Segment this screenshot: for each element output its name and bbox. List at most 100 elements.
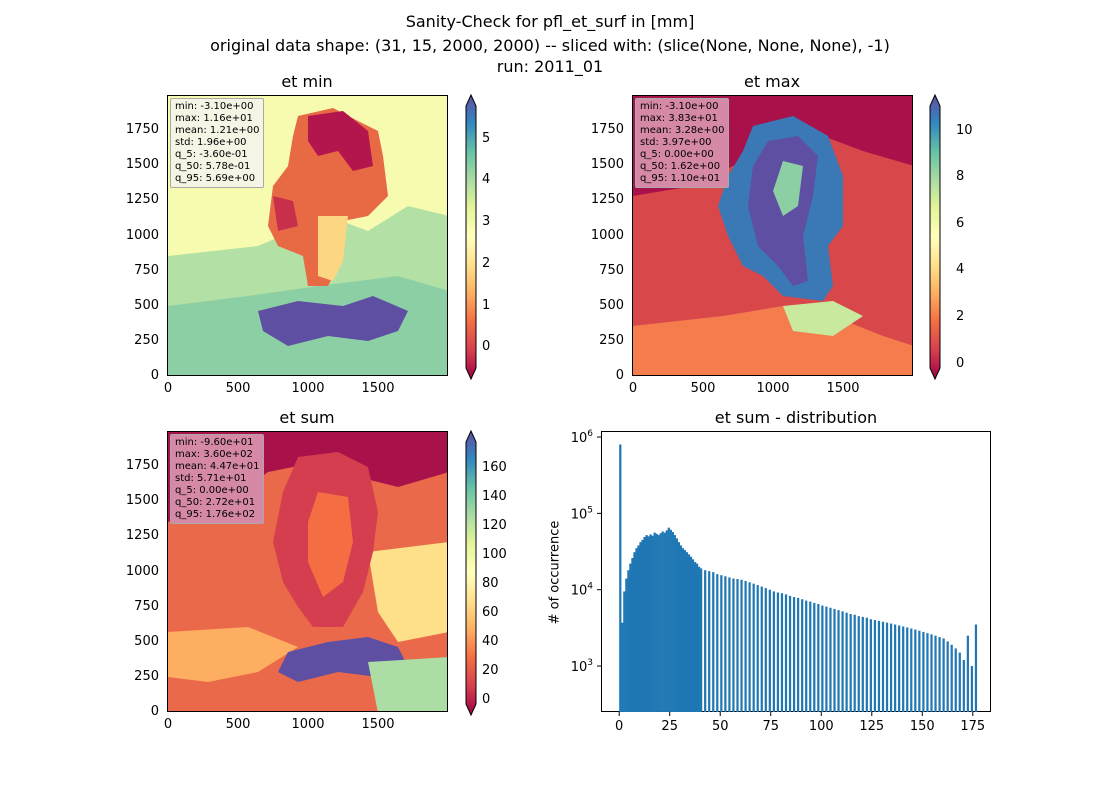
histogram-bar bbox=[930, 634, 933, 712]
histogram-xtick-label: 75 bbox=[762, 719, 779, 734]
histogram-bar bbox=[805, 600, 808, 712]
histogram-xtick-label: 175 bbox=[960, 719, 985, 734]
et-sum-stat-mean: mean: 4.47e+01 bbox=[175, 461, 260, 472]
et-max-ytick: 1000 bbox=[590, 228, 624, 243]
histogram-bar bbox=[914, 629, 917, 712]
histogram-bar bbox=[797, 597, 800, 712]
et-min-stat-q50: q_50: 5.78e-01 bbox=[175, 161, 251, 172]
histogram-bar bbox=[633, 552, 636, 712]
et-min-ytick: 500 bbox=[134, 298, 159, 313]
histogram-ylabel: # of occurrence bbox=[547, 520, 563, 625]
histogram-bar bbox=[669, 529, 672, 712]
et-max-colorbar-tick: 6 bbox=[956, 216, 965, 231]
histogram-bar bbox=[756, 585, 759, 712]
et-max-colorbar-tick: 2 bbox=[956, 309, 965, 324]
et-min-stat-std: std: 1.96e+00 bbox=[175, 137, 247, 148]
histogram-bar bbox=[865, 617, 868, 712]
et-max-stat-std: std: 3.97e+00 bbox=[640, 137, 712, 148]
histogram-bar bbox=[655, 533, 658, 712]
histogram-bar bbox=[861, 616, 864, 712]
histogram-bar bbox=[637, 545, 640, 712]
histogram-bar bbox=[906, 627, 909, 712]
histogram-bar bbox=[926, 633, 929, 712]
et-max-ytick: 1750 bbox=[590, 122, 624, 137]
et-min-ytick: 1750 bbox=[125, 122, 159, 137]
histogram-bar bbox=[776, 592, 780, 712]
histogram-bar bbox=[671, 532, 674, 712]
histogram-bar bbox=[623, 591, 626, 712]
et-sum-stat-q5: q_5: 0.00e+00 bbox=[175, 485, 249, 496]
histogram-bar bbox=[918, 630, 921, 712]
et-max-colorbar bbox=[929, 93, 941, 381]
histogram-bar bbox=[833, 608, 836, 712]
et-sum-colorbar-tick: 140 bbox=[482, 489, 507, 504]
histogram-ytick-label: 105 bbox=[571, 505, 593, 522]
et-sum-colorbar-tick: 40 bbox=[482, 634, 499, 649]
histogram-bar bbox=[934, 635, 937, 712]
histogram-bar bbox=[898, 625, 901, 712]
histogram-bar bbox=[772, 591, 775, 712]
histogram-bar bbox=[825, 606, 828, 712]
et-sum-heatmap-image bbox=[168, 432, 447, 711]
histogram-xtick-label: 100 bbox=[809, 719, 834, 734]
et-sum-stat-q50: q_50: 2.72e+01 bbox=[175, 497, 256, 508]
et-sum-ytick: 500 bbox=[134, 634, 159, 649]
histogram-bar bbox=[673, 535, 676, 712]
et-min-heatmap-image bbox=[168, 96, 447, 375]
et-sum-colorbar bbox=[465, 429, 477, 717]
histogram-bar bbox=[752, 583, 755, 712]
histogram-xtick-label: 50 bbox=[712, 719, 729, 734]
et-max-title: et max bbox=[743, 72, 801, 91]
histogram-bar bbox=[661, 531, 664, 712]
histogram-bar bbox=[629, 563, 632, 712]
et-sum-xtick: 0 bbox=[163, 717, 173, 732]
histogram-bar bbox=[768, 589, 771, 712]
histogram-bar bbox=[813, 602, 816, 712]
et-max-stat-min: min: -3.10e+00 bbox=[640, 101, 719, 112]
et-max-stat-q95: q_95: 1.10e+01 bbox=[640, 173, 721, 184]
histogram-bar bbox=[687, 554, 691, 712]
histogram-bar bbox=[801, 599, 804, 712]
et-max-colorbar-tick: 0 bbox=[956, 356, 965, 371]
et-min-colorbar-tick: 3 bbox=[482, 214, 491, 229]
histogram-bar bbox=[716, 574, 719, 712]
histogram-ytick-label: 104 bbox=[571, 582, 594, 599]
et-min-stats-box: min: -3.10e+00 max: 1.16e+01 mean: 1.21e… bbox=[170, 98, 265, 188]
et-max-colorbar-tick: 8 bbox=[956, 169, 965, 184]
histogram-bar bbox=[902, 626, 905, 712]
histogram-bar bbox=[732, 578, 735, 712]
et-sum-title: et sum bbox=[279, 408, 335, 427]
histogram-bar bbox=[970, 666, 974, 712]
histogram-bar bbox=[950, 644, 953, 712]
et-min-ytick: 1500 bbox=[125, 157, 159, 172]
figure-title-line-1: Sanity-Check for pfl_et_surf in [mm] bbox=[405, 12, 695, 31]
histogram-bar bbox=[712, 572, 715, 712]
histogram-bar bbox=[641, 539, 644, 712]
et-sum-colorbar-tick: 120 bbox=[482, 518, 507, 533]
et-sum-ytick: 750 bbox=[134, 599, 159, 614]
histogram-bar bbox=[885, 622, 889, 712]
histogram-bar bbox=[938, 637, 941, 712]
et-max-xtick: 0 bbox=[628, 381, 638, 396]
et-max-colorbar-tick: 4 bbox=[956, 262, 965, 277]
et-max-xtick: 500 bbox=[690, 381, 716, 396]
et-min-stat-max: max: 1.16e+01 bbox=[175, 113, 253, 124]
histogram-bar bbox=[792, 597, 796, 712]
histogram-axes bbox=[601, 431, 991, 712]
histogram-bar bbox=[645, 535, 648, 712]
histogram-bar bbox=[679, 545, 683, 712]
histogram-bar bbox=[625, 578, 628, 712]
histogram-bar bbox=[695, 563, 699, 712]
et-max-ytick: 500 bbox=[599, 298, 624, 313]
histogram-bar bbox=[841, 611, 844, 712]
histogram-bar bbox=[845, 612, 848, 712]
histogram-bar bbox=[693, 562, 697, 712]
et-sum-xtick: 500 bbox=[225, 717, 251, 732]
histogram-bar bbox=[873, 620, 877, 712]
histogram-bar bbox=[631, 558, 634, 712]
histogram-bar bbox=[857, 616, 860, 712]
histogram-bar bbox=[760, 586, 763, 712]
et-max-ytick: 1500 bbox=[590, 157, 624, 172]
histogram-xtick-label: 125 bbox=[859, 719, 884, 734]
